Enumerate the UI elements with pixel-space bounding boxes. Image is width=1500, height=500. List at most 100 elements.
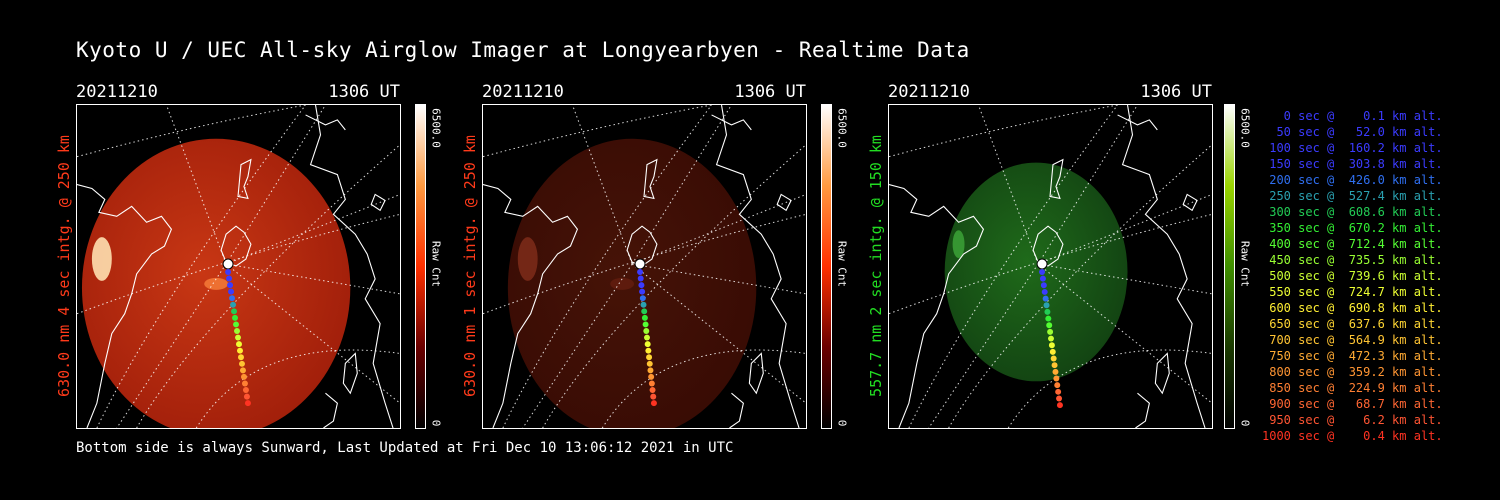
map-grid	[889, 105, 1212, 428]
trajectory-point	[1056, 395, 1063, 402]
legend-row: 500 sec @ 739.6 km alt.	[1262, 269, 1443, 283]
trajectory-point	[641, 308, 648, 315]
panel-2-colorbar-unit: Raw Cnt	[835, 240, 849, 288]
coastline-map	[77, 105, 394, 428]
trajectory-point	[1054, 382, 1061, 389]
panel-1-colorbar-unit: Raw Cnt	[429, 240, 443, 288]
panel-2-date: 20211210	[482, 82, 564, 102]
trajectory-point	[1044, 308, 1051, 315]
trajectory-point	[235, 334, 241, 341]
trajectory-point	[1053, 375, 1060, 382]
trajectory-point	[1046, 322, 1053, 329]
legend-row: 650 sec @ 637.6 km alt.	[1262, 317, 1443, 331]
trajectory-point	[1048, 342, 1055, 349]
panel-1-colorbar	[415, 104, 426, 429]
legend-row: 750 sec @ 472.3 km alt.	[1262, 349, 1443, 363]
trajectory-point	[234, 328, 240, 334]
trajectory-point	[1042, 295, 1049, 302]
legend-row: 150 sec @ 303.8 km alt.	[1262, 157, 1443, 171]
trajectory-point	[229, 295, 236, 302]
panel-3-colorbar	[1224, 104, 1235, 429]
trajectory-point	[233, 321, 239, 328]
trajectory-point	[238, 354, 244, 361]
footer-status: Bottom side is always Sunward, Last Upda…	[76, 440, 734, 456]
trajectory-dots	[1039, 268, 1063, 409]
panel-3-colorbar-min: 0	[1238, 419, 1252, 427]
trajectory-point	[639, 288, 646, 295]
trajectory-point	[641, 314, 648, 321]
trajectory-dots	[225, 268, 251, 407]
trajectory-point	[244, 400, 251, 407]
trajectory-point	[637, 268, 644, 275]
trajectory-point	[238, 360, 245, 367]
trajectory-point	[638, 282, 645, 289]
trajectory-point	[640, 301, 647, 308]
trajectory-point	[647, 367, 654, 374]
trajectory-point	[646, 360, 653, 367]
trajectory-point	[1039, 275, 1046, 282]
trajectory-point	[1050, 355, 1057, 362]
trajectory-point	[240, 373, 247, 380]
trajectory-point	[1045, 315, 1052, 322]
panel-2-time: 1306 UT	[734, 82, 806, 102]
trajectory-point	[239, 367, 246, 374]
page-title: Kyoto U / UEC All-sky Airglow Imager at …	[76, 38, 970, 62]
legend-row: 1000 sec @ 0.4 km alt.	[1262, 429, 1443, 443]
legend-row: 200 sec @ 426.0 km alt.	[1262, 173, 1443, 187]
trajectory-point	[650, 400, 657, 407]
legend-row: 800 sec @ 359.2 km alt.	[1262, 365, 1443, 379]
trajectory-legend: 0 sec @ 0.1 km alt. 50 sec @ 52.0 km alt…	[1262, 108, 1443, 444]
trajectory-point	[642, 321, 649, 328]
trajectory-point	[1047, 328, 1054, 335]
trajectory-point	[225, 268, 232, 275]
trajectory-point	[649, 387, 656, 394]
trajectory-point	[1051, 362, 1058, 369]
trajectory-point	[231, 308, 238, 315]
panel-1-wavelength-label: 630.0 nm 4 sec intg. @ 250 km	[55, 135, 73, 397]
panel-1-colorbar-min: 0	[429, 419, 443, 427]
map-grid	[77, 105, 400, 428]
trajectory-point	[643, 328, 650, 334]
legend-row: 450 sec @ 735.5 km alt.	[1262, 253, 1443, 267]
trajectory-point	[648, 380, 655, 387]
panel-2-colorbar	[821, 104, 832, 429]
legend-row: 700 sec @ 564.9 km alt.	[1262, 333, 1443, 347]
legend-row: 400 sec @ 712.4 km alt.	[1262, 237, 1443, 251]
trajectory-point	[644, 334, 650, 341]
trajectory-point	[637, 275, 644, 282]
trajectory-point	[646, 354, 653, 361]
trajectory-point	[1039, 268, 1046, 275]
legend-row: 600 sec @ 690.8 km alt.	[1262, 301, 1443, 315]
trajectory-point	[230, 301, 237, 308]
panel-2-colorbar-min: 0	[835, 419, 849, 427]
panel-3-date: 20211210	[888, 82, 970, 102]
trajectory-point	[1041, 288, 1048, 295]
legend-row: 850 sec @ 224.9 km alt.	[1262, 381, 1443, 395]
trajectory-point	[242, 387, 249, 394]
trajectory-point	[1049, 348, 1056, 355]
panel-1-date: 20211210	[76, 82, 158, 102]
trajectory-point	[227, 282, 234, 289]
panel-2-wavelength-label: 630.0 nm 1 sec intg. @ 250 km	[461, 135, 479, 397]
legend-row: 0 sec @ 0.1 km alt.	[1262, 109, 1443, 123]
legend-row: 250 sec @ 527.4 km alt.	[1262, 189, 1443, 203]
panel-3-colorbar-unit: Raw Cnt	[1238, 240, 1252, 288]
trajectory-point	[650, 393, 657, 400]
trajectory-point	[1040, 282, 1047, 289]
trajectory-point	[228, 288, 235, 295]
legend-row: 350 sec @ 670.2 km alt.	[1262, 221, 1443, 235]
allsky-image	[944, 162, 1128, 382]
trajectory-point	[1055, 388, 1062, 395]
trajectory-point	[639, 295, 646, 302]
panel-3-wavelength-label: 557.7 nm 2 sec intg. @ 150 km	[867, 135, 885, 397]
trajectory-point	[236, 341, 242, 348]
panel-3-colorbar-max: 6500.0	[1238, 108, 1252, 148]
trajectory-point	[232, 314, 239, 321]
coastline-map	[483, 105, 800, 428]
trajectory-dots	[637, 268, 657, 407]
trajectory-point	[241, 380, 248, 387]
trajectory-point	[1048, 335, 1054, 342]
panel-1-time: 1306 UT	[328, 82, 400, 102]
trajectory-point	[1052, 368, 1059, 375]
trajectory-point	[1056, 402, 1063, 409]
